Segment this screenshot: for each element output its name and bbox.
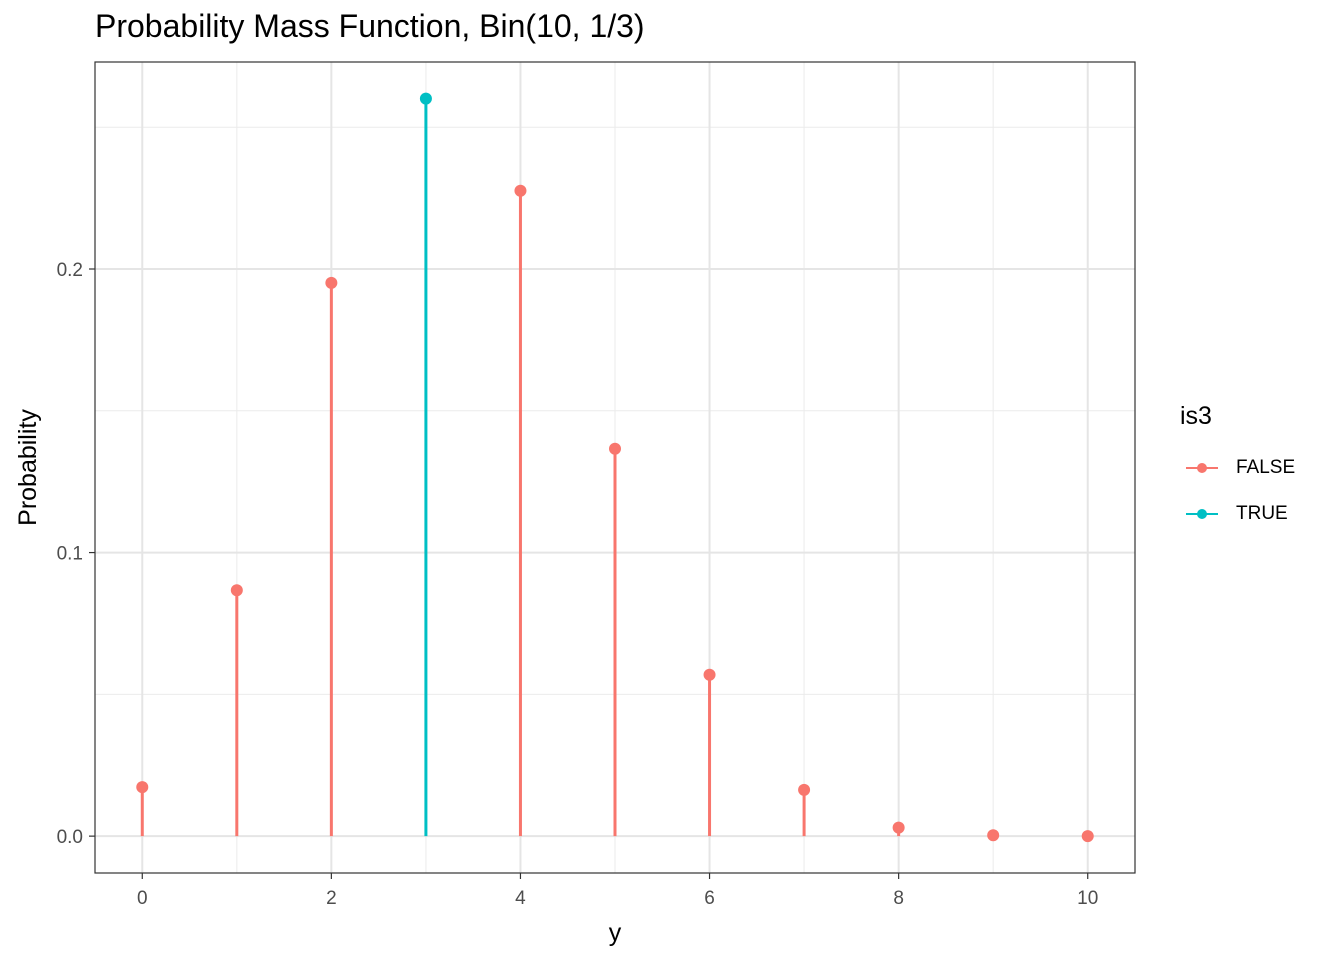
legend-item-false: FALSE (1180, 453, 1295, 483)
y-tick-label: 0.2 (57, 260, 83, 281)
x-tick-label: 0 (137, 888, 148, 909)
point-y-3 (419, 92, 432, 105)
point-y-0 (136, 781, 149, 794)
legend-key-false (1180, 453, 1224, 483)
x-tick-label: 10 (1077, 888, 1098, 909)
x-tick-label: 2 (326, 888, 337, 909)
legend-key-true (1180, 499, 1224, 529)
legend-title: is3 (1180, 402, 1212, 430)
y-tick-label: 0.0 (57, 827, 83, 848)
point-y-9 (987, 829, 1000, 842)
point-y-1 (230, 584, 243, 597)
x-tick-label: 6 (704, 888, 715, 909)
x-tick-label: 4 (515, 888, 526, 909)
y-tick-label: 0.1 (57, 544, 83, 565)
point-y-6 (703, 668, 716, 681)
point-y-5 (609, 442, 621, 455)
x-axis-title: y (609, 919, 622, 947)
y-axis-title: Probability (14, 409, 42, 526)
legend-item-true: TRUE (1180, 499, 1288, 529)
panel-border (94, 61, 1136, 874)
point-y-7 (798, 783, 811, 796)
point-y-8 (892, 821, 905, 834)
point-y-4 (514, 184, 527, 197)
x-tick-label: 8 (893, 888, 904, 909)
legend-label-false: FALSE (1236, 457, 1296, 478)
point-y-10 (1081, 830, 1094, 843)
legend-label-true: TRUE (1236, 503, 1288, 524)
point-y-2 (325, 276, 338, 289)
chart-title: Probability Mass Function, Bin(10, 1/3) (95, 8, 645, 44)
